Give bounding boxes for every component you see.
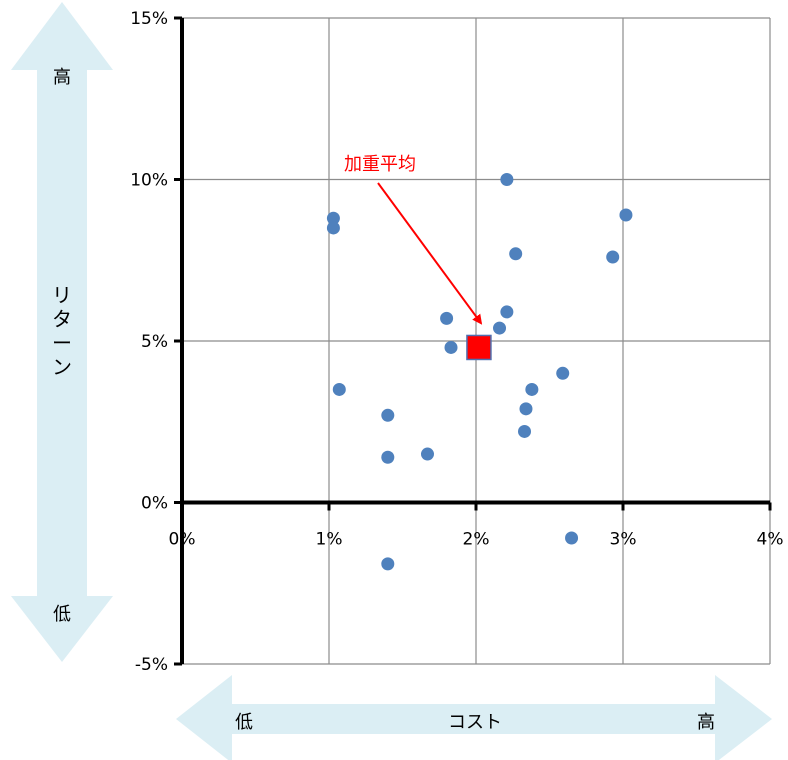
- y-tick-label: -5%: [135, 655, 168, 675]
- data-points: [326, 173, 633, 571]
- return-axis-title: リターン: [52, 283, 72, 379]
- data-point: [332, 382, 346, 396]
- y-tick-label: 15%: [130, 9, 168, 29]
- data-point: [420, 447, 434, 461]
- weighted-average-marker: [466, 334, 492, 361]
- data-point: [500, 173, 514, 186]
- data-point: [440, 311, 454, 325]
- data-point: [444, 340, 458, 354]
- data-point: [509, 247, 523, 261]
- x-tick-label: 3%: [610, 530, 637, 550]
- axes: [174, 16, 772, 666]
- data-point: [493, 321, 507, 335]
- return-low-label: 低: [53, 604, 71, 625]
- data-point: [381, 557, 395, 571]
- return-axis-arrow: [11, 2, 113, 662]
- data-point: [525, 382, 539, 396]
- data-point: [381, 408, 395, 422]
- y-tick-label: 10%: [130, 171, 168, 191]
- data-point: [606, 250, 620, 264]
- data-point: [565, 531, 579, 545]
- data-point: [519, 402, 533, 416]
- annotation: 加重平均: [344, 154, 483, 325]
- tick-labels: -5% 0% 5% 10% 15% 0% 1% 2% 3% 4%: [130, 9, 783, 675]
- x-tick-label: 4%: [757, 530, 784, 550]
- data-point: [326, 221, 340, 235]
- y-tick-label: 5%: [141, 332, 168, 352]
- annotation-label: 加重平均: [344, 154, 416, 175]
- return-high-label: 高: [53, 67, 71, 88]
- data-point: [500, 305, 514, 319]
- cost-axis-title: コスト: [448, 712, 502, 733]
- y-tick-label: 0%: [141, 494, 168, 514]
- annotation-arrow: [377, 182, 483, 325]
- data-point: [518, 424, 532, 438]
- cost-low-label: 低: [235, 712, 253, 733]
- data-point: [619, 208, 633, 222]
- data-point: [381, 450, 395, 464]
- x-tick-label: 2%: [463, 530, 490, 550]
- cost-high-label: 高: [697, 712, 715, 733]
- x-tick-label: 0%: [169, 530, 196, 550]
- x-tick-label: 1%: [316, 530, 343, 550]
- data-point: [556, 366, 570, 380]
- cost-axis-arrow: [176, 675, 772, 760]
- data-point: [326, 211, 340, 225]
